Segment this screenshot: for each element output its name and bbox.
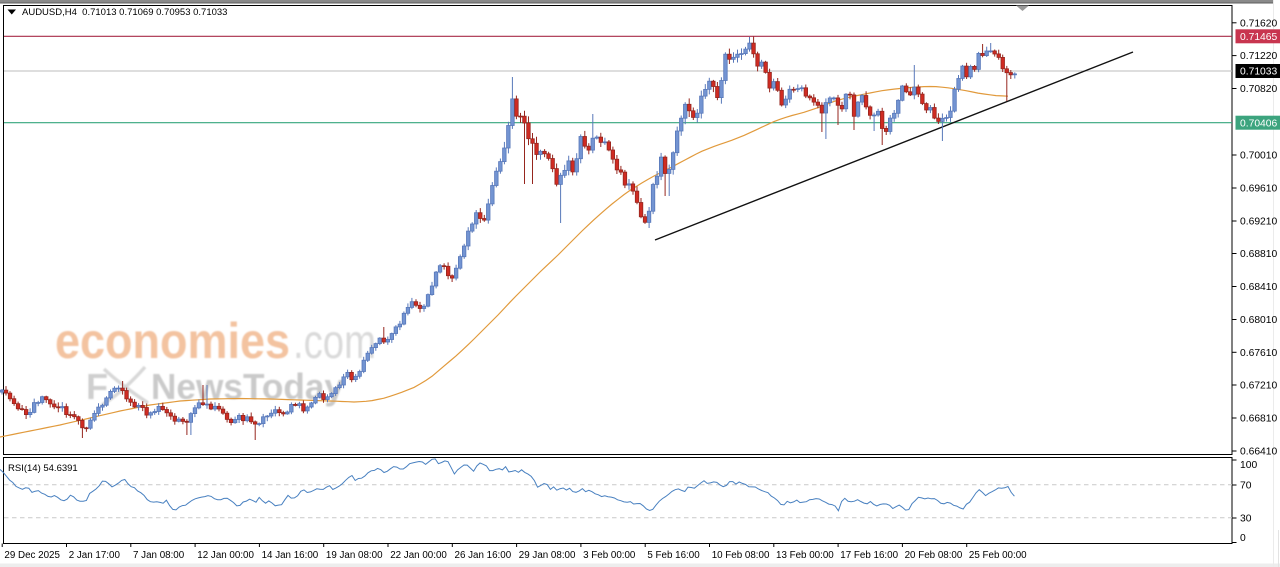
svg-text:0.70820: 0.70820 [1240,84,1277,95]
svg-text:26 Jan 16:00: 26 Jan 16:00 [455,550,512,561]
svg-text:2 Jan 17:00: 2 Jan 17:00 [69,550,121,561]
svg-text:30: 30 [1240,514,1252,525]
svg-text:25 Feb 00:00: 25 Feb 00:00 [969,550,1027,561]
svg-text:0.71465: 0.71465 [1240,32,1277,43]
svg-text:0.68410: 0.68410 [1240,282,1277,293]
svg-text:0: 0 [1240,533,1246,544]
svg-text:economies: economies [55,313,290,369]
svg-text:5 Feb 16:00: 5 Feb 16:00 [647,550,700,561]
svg-text:22 Jan 00:00: 22 Jan 00:00 [390,550,447,561]
svg-text:29 Jan 08:00: 29 Jan 08:00 [519,550,576,561]
svg-text:0.68810: 0.68810 [1240,249,1277,260]
svg-text:0.71220: 0.71220 [1240,51,1277,62]
svg-text:100: 100 [1240,460,1257,471]
svg-text:17 Feb 16:00: 17 Feb 16:00 [840,550,898,561]
svg-text:0.70406: 0.70406 [1240,118,1277,129]
svg-text:13 Feb 00:00: 13 Feb 00:00 [776,550,834,561]
svg-text:29 Dec 2025: 29 Dec 2025 [4,550,60,561]
svg-text:7 Jan 08:00: 7 Jan 08:00 [133,550,185,561]
svg-text:19 Jan 08:00: 19 Jan 08:00 [326,550,383,561]
svg-text:0.69610: 0.69610 [1240,184,1277,195]
svg-text:10 Feb 08:00: 10 Feb 08:00 [712,550,770,561]
svg-text:F: F [86,366,108,407]
svg-text:0.67610: 0.67610 [1240,348,1277,359]
svg-text:0.67210: 0.67210 [1240,381,1277,392]
svg-text:0.71033: 0.71033 [1240,67,1277,78]
svg-text:0.69210: 0.69210 [1240,217,1277,228]
svg-text:0.70010: 0.70010 [1240,151,1277,162]
svg-text:20 Feb 08:00: 20 Feb 08:00 [905,550,963,561]
svg-text:70: 70 [1240,481,1252,492]
svg-text:12 Jan 00:00: 12 Jan 00:00 [197,550,254,561]
svg-text:0.66410: 0.66410 [1240,447,1277,458]
svg-text:AUDUSD,H4 0.71013 0.71069 0.7: AUDUSD,H4 0.71013 0.71069 0.70953 0.7103… [22,7,227,18]
svg-text:0.71620: 0.71620 [1240,18,1277,29]
svg-text:14 Jan 16:00: 14 Jan 16:00 [262,550,319,561]
svg-text:3 Feb 00:00: 3 Feb 00:00 [583,550,636,561]
svg-text:RSI(14) 54.6391: RSI(14) 54.6391 [8,463,78,474]
svg-text:0.66810: 0.66810 [1240,414,1277,425]
svg-text:0.68010: 0.68010 [1240,315,1277,326]
